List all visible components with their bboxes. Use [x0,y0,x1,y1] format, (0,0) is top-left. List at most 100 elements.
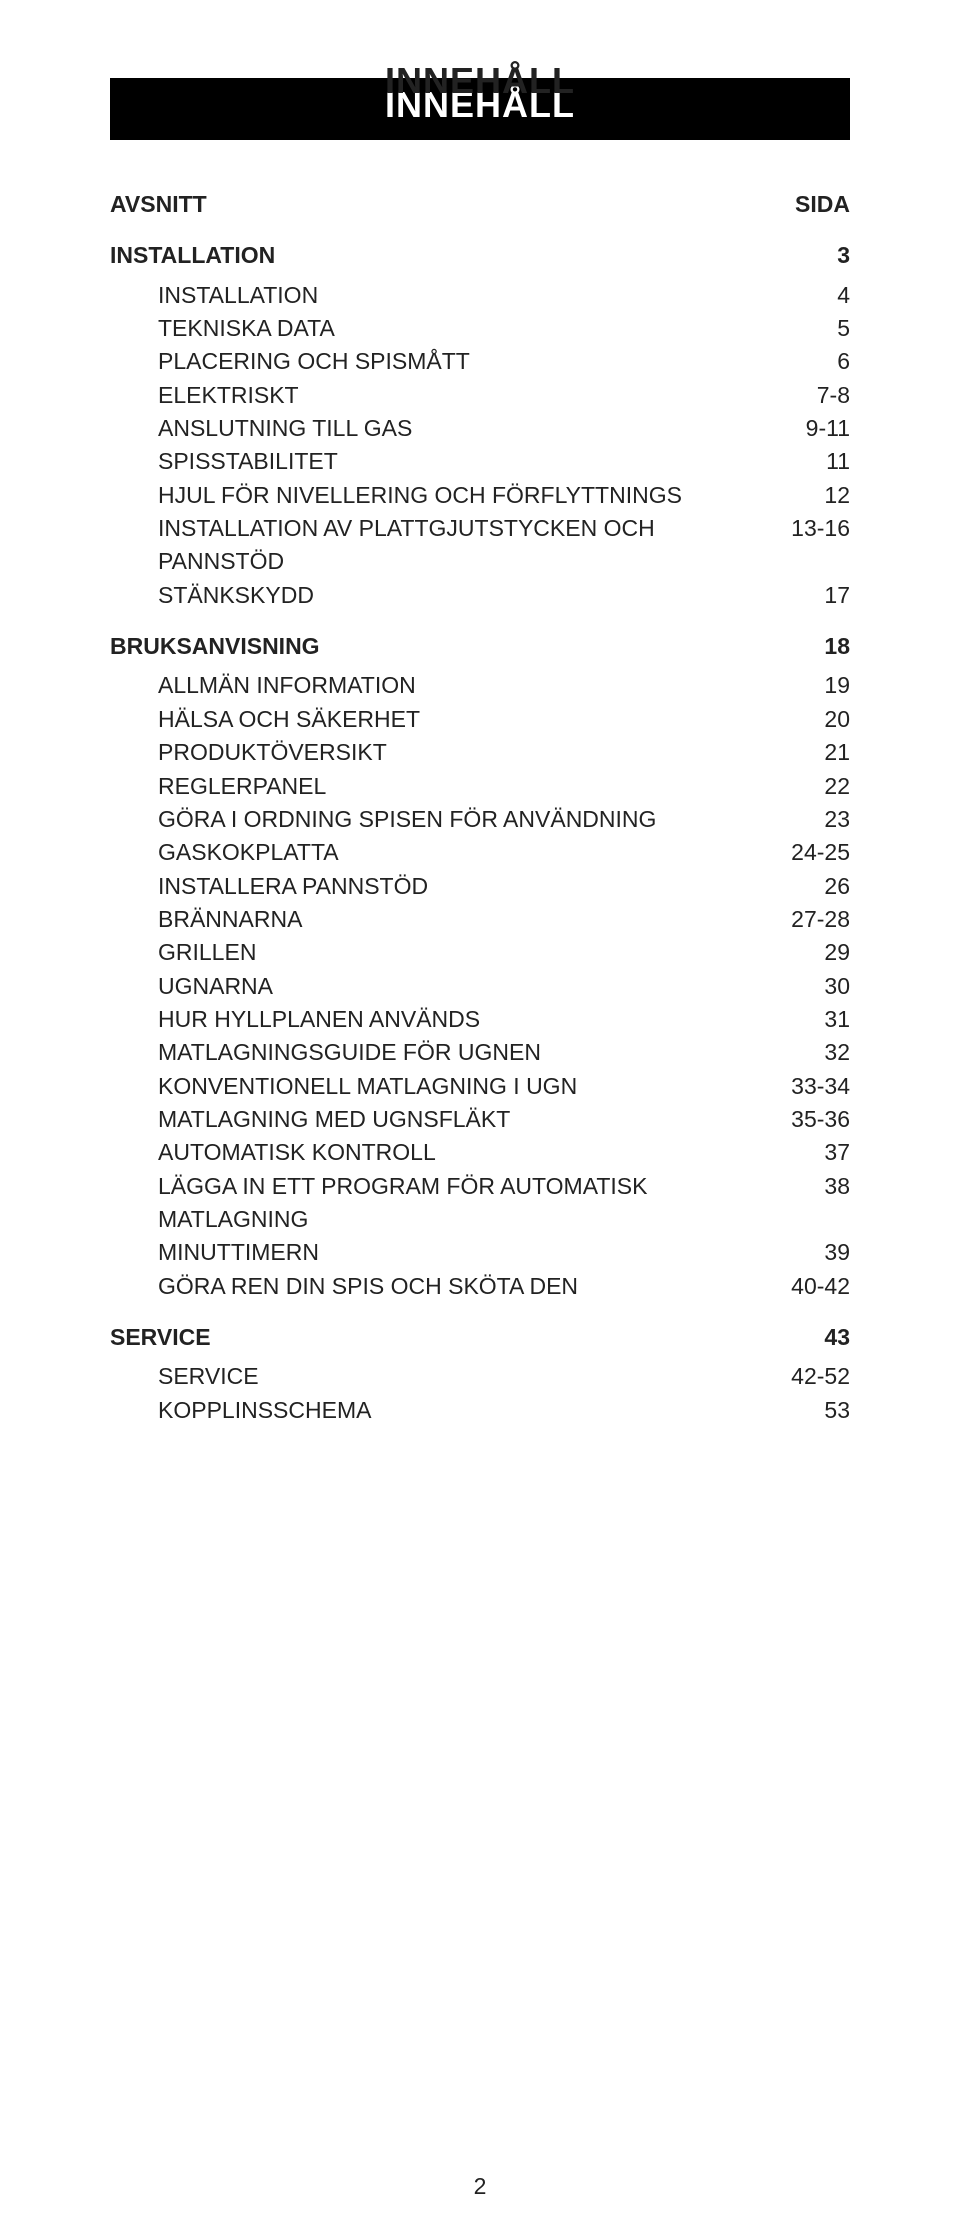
toc-header-left: AVSNITT [110,188,780,221]
toc-item-page: 33-34 [780,1070,850,1103]
toc-item-label: ALLMÄN INFORMATION [158,669,780,702]
toc-item-page: 38 [780,1170,850,1203]
toc-section-page: 3 [780,239,850,272]
toc-section-label: SERVICE [110,1321,780,1354]
toc-item: UGNARNA 30 [110,970,850,1003]
toc-item-label: REGLERPANEL [158,770,780,803]
toc-item: INSTALLATION 4 [110,279,850,312]
toc-item-page: 32 [780,1036,850,1069]
page-number: 2 [0,2173,960,2200]
toc-item-label: MATLAGNINGSGUIDE FÖR UGNEN [158,1036,780,1069]
toc-item-page: 19 [780,669,850,702]
toc-item-label: HUR HYLLPLANEN ANVÄNDS [158,1003,780,1036]
toc-item-page: 26 [780,870,850,903]
toc-item: STÄNKSKYDD 17 [110,579,850,612]
toc-item-label: UGNARNA [158,970,780,1003]
toc-item-page: 24-25 [780,836,850,869]
toc-item: GASKOKPLATTA 24-25 [110,836,850,869]
toc-item: GÖRA I ORDNING SPISEN FÖR ANVÄNDNING 23 [110,803,850,836]
toc-item-label: GÖRA REN DIN SPIS OCH SKÖTA DEN [158,1270,780,1303]
page-title-overlay: INNEHÅLL [110,60,850,102]
toc-item-page: 20 [780,703,850,736]
toc-item-page: 53 [780,1394,850,1427]
toc-item-page: 9-11 [780,412,850,445]
toc-item: ELEKTRISKT 7-8 [110,379,850,412]
toc-item-label: KOPPLINSSCHEMA [158,1394,780,1427]
toc-item: HJUL FÖR NIVELLERING OCH FÖRFLYTTNINGS 1… [110,479,850,512]
toc-item-page: 42-52 [780,1360,850,1393]
toc-item-page: 5 [780,312,850,345]
toc-item-label: PLACERING OCH SPISMÅTT [158,345,780,378]
toc-item: LÄGGA IN ETT PROGRAM FÖR AUTOMATISK MATL… [110,1170,850,1237]
toc-item-page: 37 [780,1136,850,1169]
toc-item: ANSLUTNING TILL GAS 9-11 [110,412,850,445]
toc-item: GRILLEN 29 [110,936,850,969]
toc-header-row: AVSNITT SIDA [110,188,850,221]
toc-item-page: 7-8 [780,379,850,412]
toc-item-label: PRODUKTÖVERSIKT [158,736,780,769]
toc-item-label: GASKOKPLATTA [158,836,780,869]
toc-group: ALLMÄN INFORMATION 19 HÄLSA OCH SÄKERHET… [110,669,850,1303]
toc-item-label: INSTALLERA PANNSTÖD [158,870,780,903]
toc-item: HÄLSA OCH SÄKERHET 20 [110,703,850,736]
toc-item: INSTALLATION AV PLATTGJUTSTYCKEN OCH PAN… [110,512,850,579]
toc-item-label: AUTOMATISK KONTROLL [158,1136,780,1169]
toc-item-label: SPISSTABILITET [158,445,780,478]
toc-section-page: 18 [780,630,850,663]
toc-item-page: 6 [780,345,850,378]
toc-item-label: HÄLSA OCH SÄKERHET [158,703,780,736]
toc-item: SPISSTABILITET 11 [110,445,850,478]
toc-section-heading: SERVICE 43 [110,1321,850,1354]
toc-item-page: 12 [780,479,850,512]
toc-item-page: 23 [780,803,850,836]
toc-item-page: 17 [780,579,850,612]
toc-item-page: 30 [780,970,850,1003]
toc-section-label: BRUKSANVISNING [110,630,780,663]
toc-item: PLACERING OCH SPISMÅTT 6 [110,345,850,378]
toc-item-page: 11 [780,445,850,478]
toc-item-label: MATLAGNING MED UGNSFLÄKT [158,1103,780,1136]
toc-item-label: LÄGGA IN ETT PROGRAM FÖR AUTOMATISK MATL… [158,1170,780,1237]
toc-section-page: 43 [780,1321,850,1354]
toc-item-label: GRILLEN [158,936,780,969]
toc-item-label: MINUTTIMERN [158,1236,780,1269]
toc-item-label: HJUL FÖR NIVELLERING OCH FÖRFLYTTNINGS [158,479,780,512]
toc-item-label: INSTALLATION [158,279,780,312]
toc-item-page: 27-28 [780,903,850,936]
toc-item-label: ELEKTRISKT [158,379,780,412]
toc-item-page: 29 [780,936,850,969]
toc-item-label: BRÄNNARNA [158,903,780,936]
toc-item: PRODUKTÖVERSIKT 21 [110,736,850,769]
toc-item: HUR HYLLPLANEN ANVÄNDS 31 [110,1003,850,1036]
toc-item: GÖRA REN DIN SPIS OCH SKÖTA DEN 40-42 [110,1270,850,1303]
toc-item-page: 13-16 [780,512,850,545]
toc-item: INSTALLERA PANNSTÖD 26 [110,870,850,903]
toc-item: KOPPLINSSCHEMA 53 [110,1394,850,1427]
toc-item: MATLAGNING MED UGNSFLÄKT 35-36 [110,1103,850,1136]
toc-section-heading: INSTALLATION 3 [110,239,850,272]
toc-group: INSTALLATION 4 TEKNISKA DATA 5 PLACERING… [110,279,850,612]
toc-item-page: 40-42 [780,1270,850,1303]
toc-section-heading: BRUKSANVISNING 18 [110,630,850,663]
toc-item-label: SERVICE [158,1360,780,1393]
toc-item-label: ANSLUTNING TILL GAS [158,412,780,445]
toc-item-page: 22 [780,770,850,803]
table-of-contents: AVSNITT SIDA INSTALLATION 3 INSTALLATION… [110,188,850,1427]
toc-item-label: TEKNISKA DATA [158,312,780,345]
toc-item-label: KONVENTIONELL MATLAGNING I UGN [158,1070,780,1103]
toc-item-page: 35-36 [780,1103,850,1136]
toc-item: MATLAGNINGSGUIDE FÖR UGNEN 32 [110,1036,850,1069]
toc-item-label: STÄNKSKYDD [158,579,780,612]
toc-item: KONVENTIONELL MATLAGNING I UGN 33-34 [110,1070,850,1103]
toc-item-label: INSTALLATION AV PLATTGJUTSTYCKEN OCH PAN… [158,512,780,579]
page: INNEHÅLL INNEHÅLL AVSNITT SIDA INSTALLAT… [0,0,960,2230]
toc-item-page: 39 [780,1236,850,1269]
toc-item: TEKNISKA DATA 5 [110,312,850,345]
toc-group: SERVICE 42-52 KOPPLINSSCHEMA 53 [110,1360,850,1427]
toc-header-right: SIDA [780,188,850,221]
toc-item-page: 31 [780,1003,850,1036]
toc-item: REGLERPANEL 22 [110,770,850,803]
toc-item: SERVICE 42-52 [110,1360,850,1393]
toc-item: ALLMÄN INFORMATION 19 [110,669,850,702]
toc-item-label: GÖRA I ORDNING SPISEN FÖR ANVÄNDNING [158,803,780,836]
